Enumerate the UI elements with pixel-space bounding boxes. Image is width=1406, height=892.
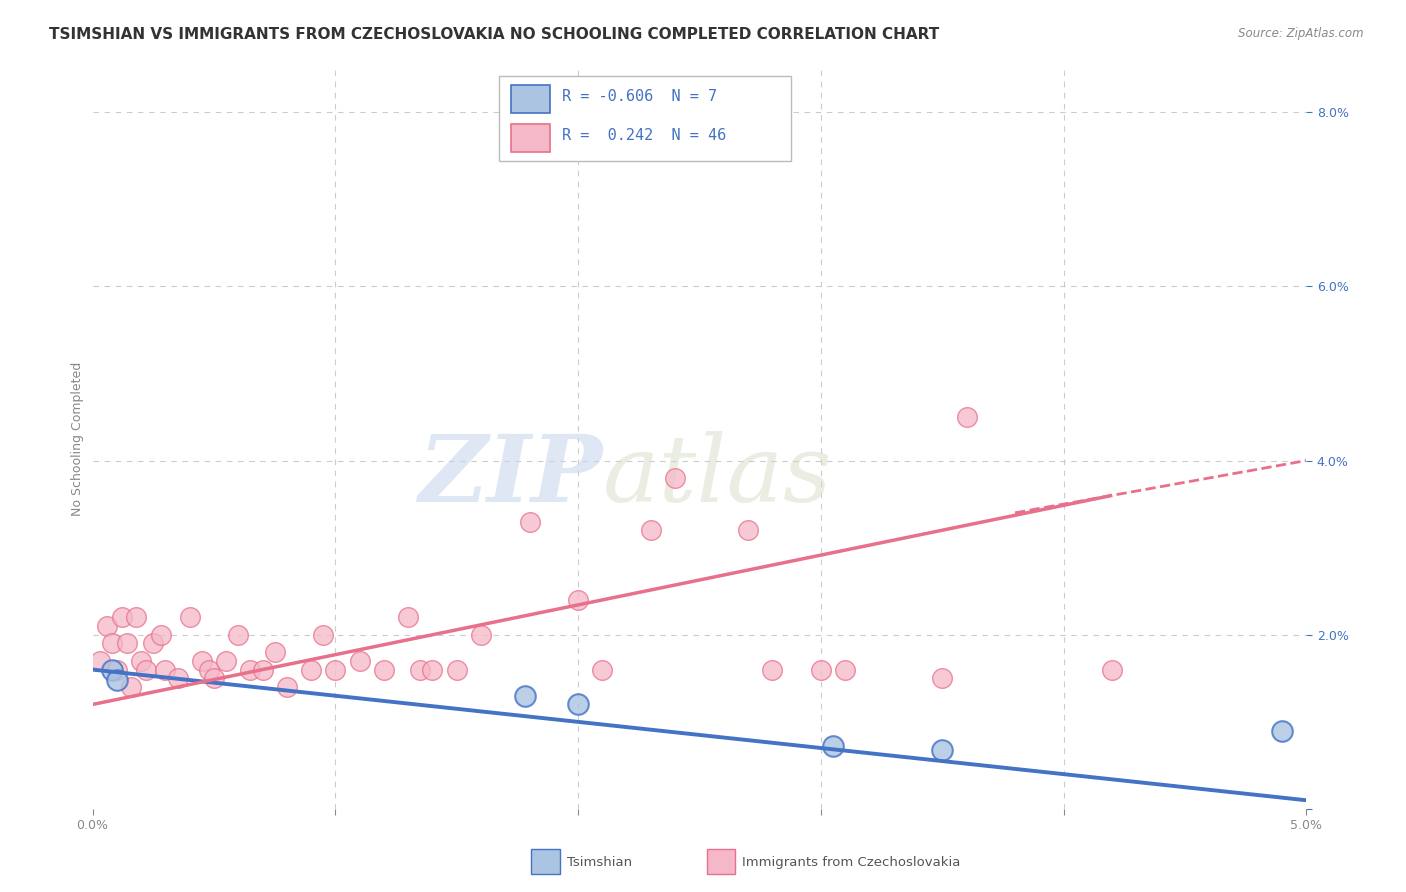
Point [409,663,432,677]
Point [105,663,128,677]
Point [821,739,844,754]
Point [101,663,124,677]
Y-axis label: No Schooling Completed: No Schooling Completed [72,361,84,516]
Point [105,673,128,687]
Point [567,593,589,607]
Point [263,645,285,659]
Point [166,671,188,685]
Point [470,628,492,642]
Point [115,636,138,650]
Point [215,654,238,668]
Point [142,636,165,650]
Point [191,654,214,668]
Point [1101,663,1123,677]
Point [89,654,111,668]
Point [519,515,541,529]
Point [226,628,249,642]
Point [101,636,124,650]
Text: R =  0.242  N = 46: R = 0.242 N = 46 [562,128,727,144]
Point [591,663,613,677]
Point [1271,723,1294,738]
Text: Immigrants from Czechoslovakia: Immigrants from Czechoslovakia [742,856,960,869]
Point [931,743,953,757]
Point [373,663,395,677]
Point [567,698,589,712]
Point [96,619,118,633]
Point [252,663,274,677]
Point [129,654,152,668]
Point [640,523,662,537]
Point [120,680,142,694]
Point [396,610,419,624]
Point [239,663,262,677]
Point [179,610,201,624]
Point [149,628,172,642]
Point [422,663,444,677]
FancyBboxPatch shape [499,76,790,161]
Point [349,654,371,668]
Text: ZIP: ZIP [418,431,602,521]
Text: atlas: atlas [602,431,832,521]
Text: TSIMSHIAN VS IMMIGRANTS FROM CZECHOSLOVAKIA NO SCHOOLING COMPLETED CORRELATION C: TSIMSHIAN VS IMMIGRANTS FROM CZECHOSLOVA… [49,27,939,42]
Point [446,663,468,677]
Point [737,523,759,537]
Text: R = -0.606  N = 7: R = -0.606 N = 7 [562,89,717,104]
Point [155,663,177,677]
Point [198,663,221,677]
Point [299,663,322,677]
Point [202,671,225,685]
Point [834,663,856,677]
Bar [512,124,550,153]
Bar [531,849,560,874]
Point [276,680,298,694]
Point [810,663,832,677]
Point [125,610,148,624]
Point [931,671,953,685]
Bar [707,849,735,874]
Point [111,610,134,624]
Point [761,663,783,677]
Point [513,689,536,703]
Bar [512,85,550,113]
Text: Tsimshian: Tsimshian [567,856,631,869]
Point [312,628,335,642]
Point [664,471,686,485]
Point [955,409,977,424]
Point [135,663,157,677]
Point [325,663,347,677]
Text: Source: ZipAtlas.com: Source: ZipAtlas.com [1239,27,1364,40]
